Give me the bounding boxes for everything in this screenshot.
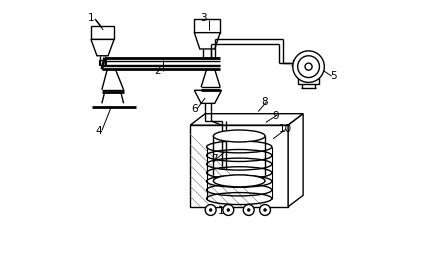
Circle shape	[247, 209, 250, 211]
Text: 5: 5	[330, 71, 336, 81]
Ellipse shape	[213, 130, 265, 142]
Circle shape	[227, 209, 230, 211]
Bar	[194, 19, 220, 33]
Circle shape	[205, 205, 216, 215]
Text: 9: 9	[273, 111, 279, 120]
Text: 10: 10	[279, 124, 292, 134]
Polygon shape	[288, 114, 303, 207]
Text: 4: 4	[96, 126, 103, 135]
Circle shape	[264, 209, 266, 211]
Text: 8: 8	[262, 97, 268, 107]
Circle shape	[209, 209, 212, 211]
Text: 6: 6	[191, 104, 198, 114]
Polygon shape	[194, 90, 221, 103]
Polygon shape	[194, 33, 220, 49]
Text: 11: 11	[218, 206, 231, 216]
Polygon shape	[91, 39, 114, 56]
Bar	[190, 125, 288, 207]
Text: 2: 2	[154, 66, 161, 76]
Text: 3: 3	[201, 13, 207, 23]
Ellipse shape	[213, 175, 265, 187]
Bar	[98, 60, 106, 65]
Circle shape	[298, 56, 319, 78]
Circle shape	[259, 205, 271, 215]
Text: 1: 1	[88, 13, 94, 23]
Circle shape	[305, 63, 312, 70]
Polygon shape	[190, 114, 303, 125]
Bar	[298, 78, 318, 84]
Bar	[293, 60, 298, 66]
Circle shape	[223, 205, 234, 215]
Bar	[91, 26, 114, 39]
Text: 7: 7	[212, 154, 218, 164]
Circle shape	[243, 205, 254, 215]
Circle shape	[293, 51, 324, 82]
